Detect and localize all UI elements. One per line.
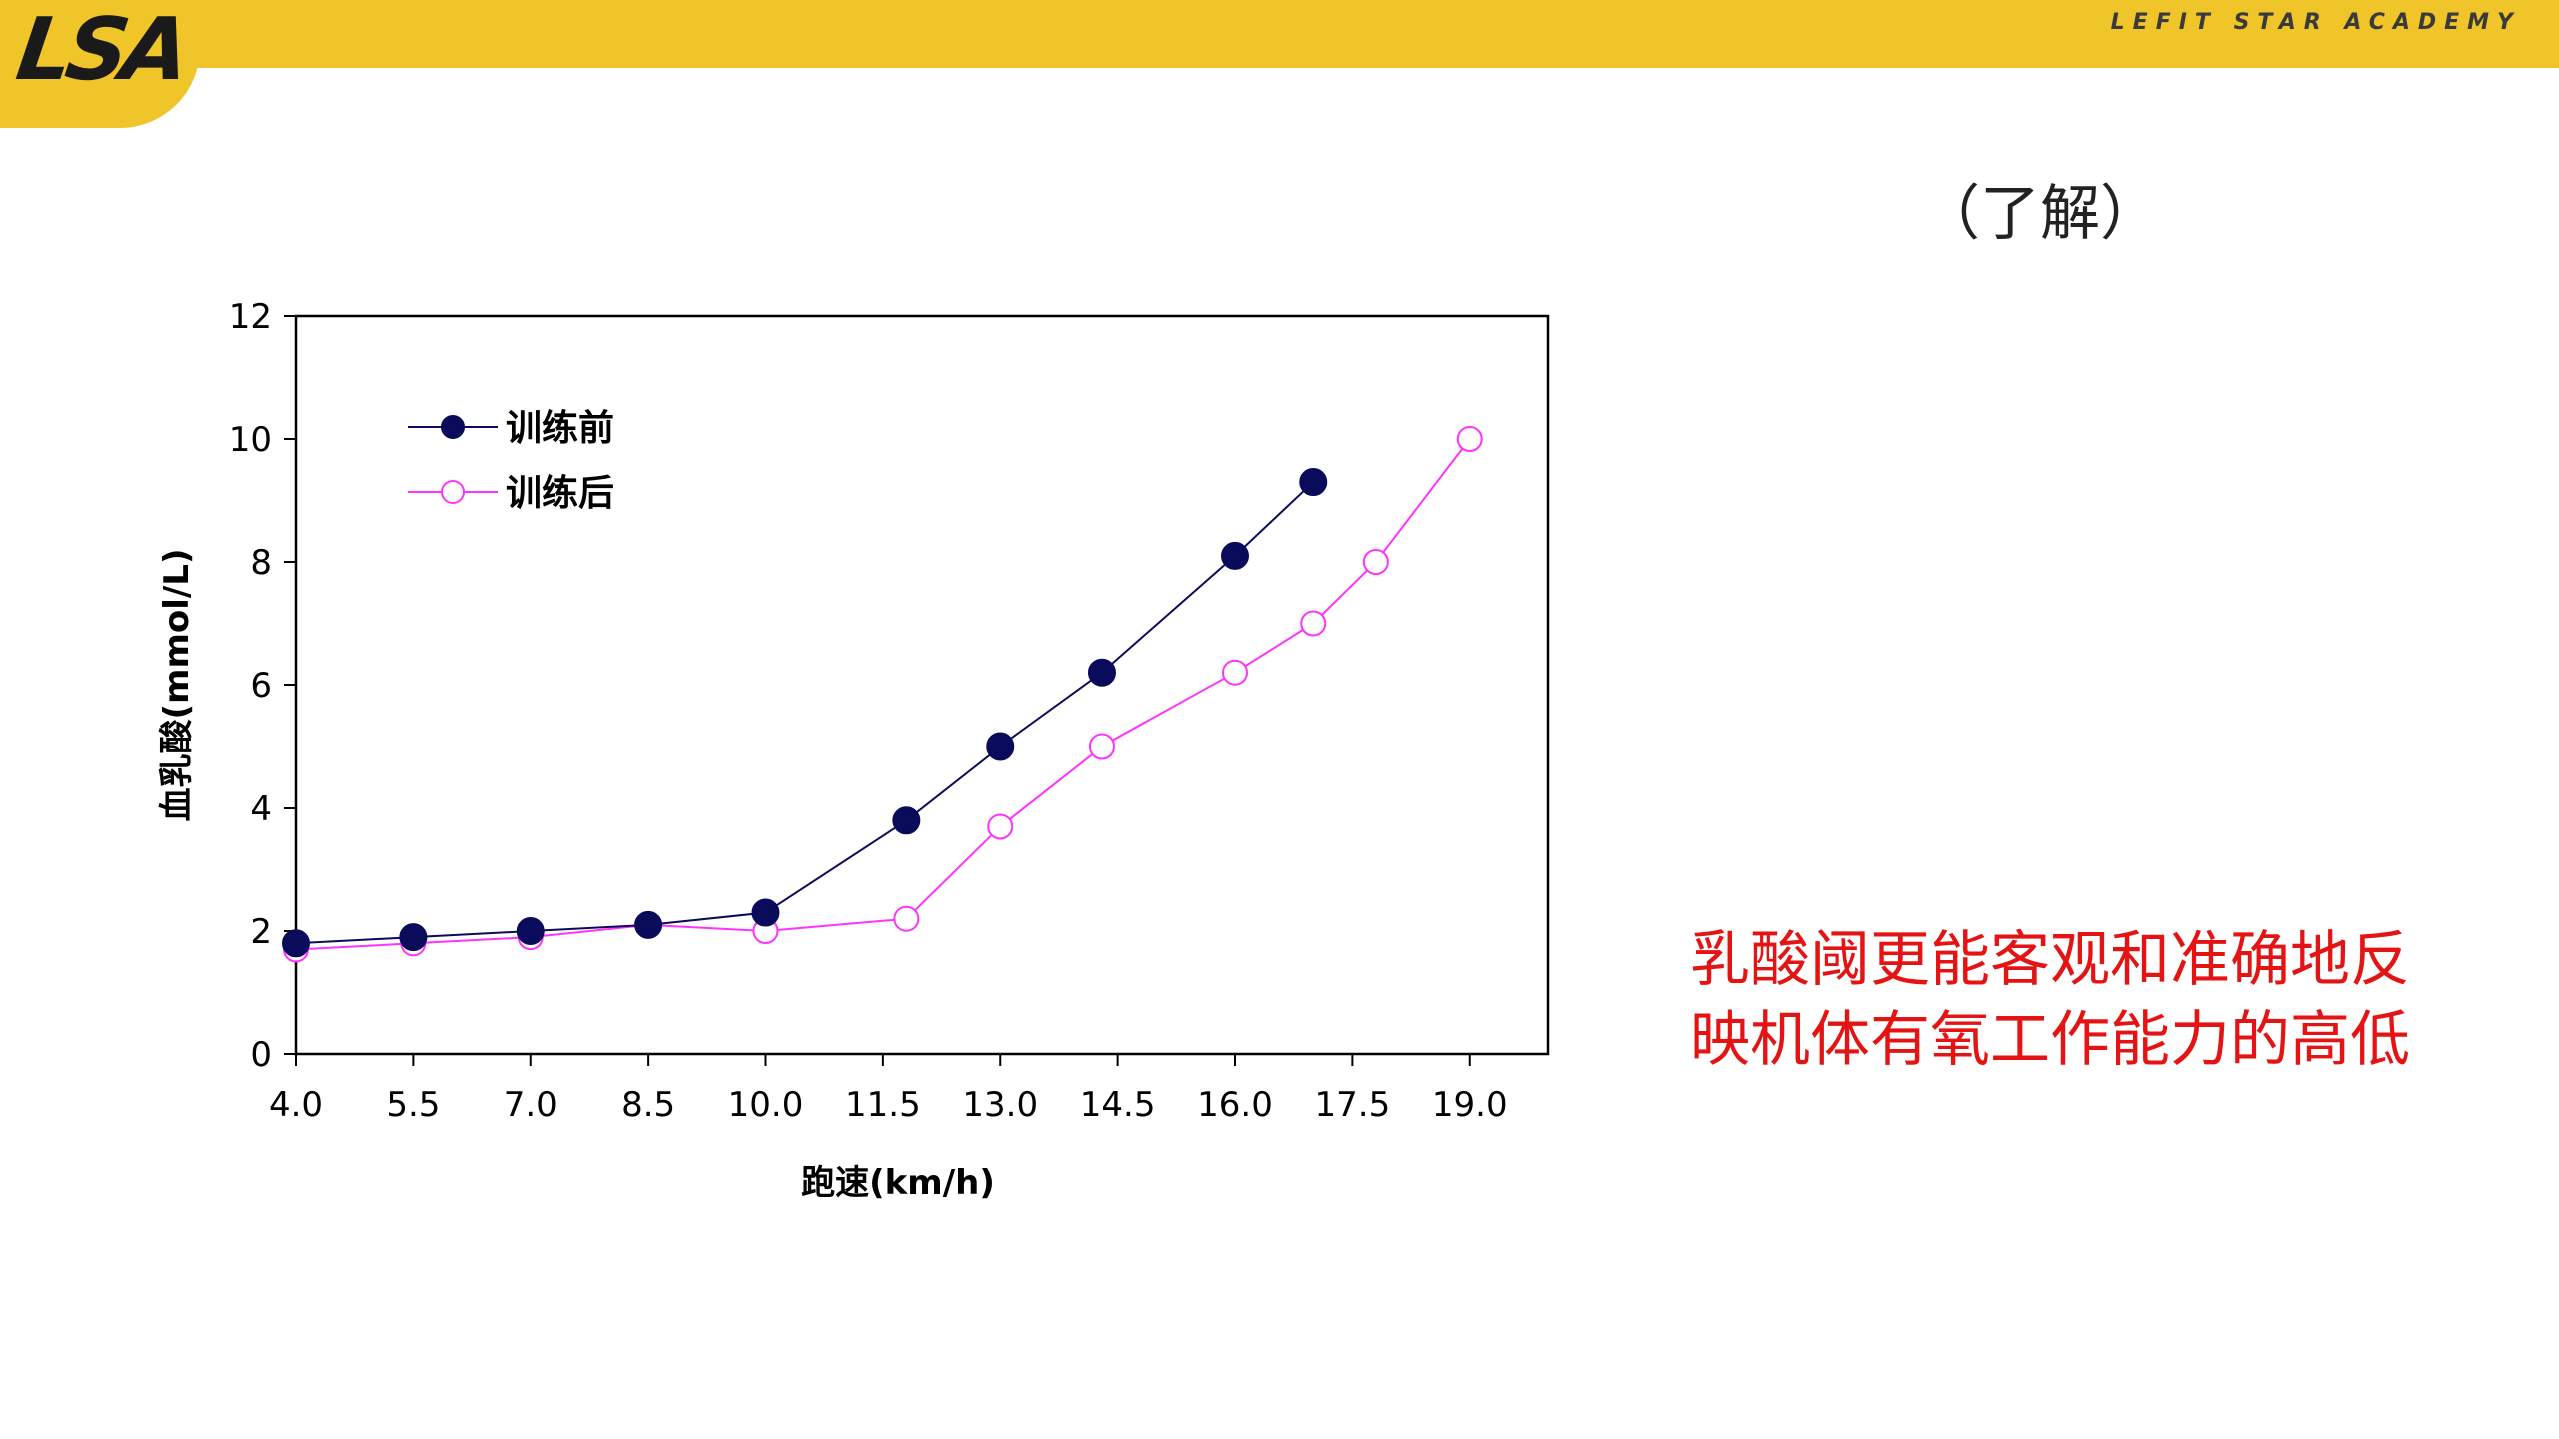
conclusion-line-1: 乳酸阈更能客观和准确地反	[1690, 925, 2410, 995]
x-tick-label: 16.0	[1197, 1085, 1273, 1125]
x-tick-label: 10.0	[728, 1085, 804, 1125]
data-point-after	[987, 813, 1014, 840]
x-tick-label: 13.0	[962, 1085, 1038, 1125]
data-point-after	[1456, 426, 1483, 452]
data-point-after	[1222, 659, 1248, 686]
data-point-after	[1300, 610, 1327, 637]
data-point-before	[751, 898, 780, 927]
x-tick-label: 11.5	[845, 1085, 921, 1125]
legend-marker-after	[441, 480, 465, 504]
y-tick-label: 2	[250, 912, 272, 952]
x-tick-label: 17.5	[1315, 1085, 1391, 1125]
legend-label-before: 训练前	[506, 408, 614, 449]
lactate-chart-panel: 4.0 5.5 7.0 8.5 10.0 11.5 13.0 14.5 16.0 17.5 19.0…	[108, 212, 1603, 1227]
y-tick-label: 0	[250, 1035, 272, 1075]
data-point-after	[1088, 733, 1115, 760]
data-point-before	[282, 929, 310, 958]
series-line-after	[295, 438, 1471, 951]
series-line-before	[295, 481, 1314, 945]
y-tick-label: 8	[250, 543, 272, 583]
y-tick-label: 10	[229, 420, 272, 460]
axis-ticks: 4.0 5.5 7.0 8.5 10.0 11.5 13.0 14.5 16.0 17.5 19.0…	[229, 297, 1508, 1125]
note-label: （了解）	[1920, 179, 2160, 249]
data-point-before	[399, 923, 428, 952]
x-tick-label: 8.5	[621, 1085, 675, 1125]
brand-name: LEFIT STAR ACADEMY	[2110, 10, 2521, 35]
x-tick-label: 19.0	[1432, 1085, 1508, 1125]
series-layer	[282, 426, 1483, 963]
y-tick-label: 12	[229, 297, 272, 337]
data-point-before	[1087, 658, 1116, 687]
y-tick-label: 6	[250, 666, 272, 706]
data-point-before	[516, 917, 545, 945]
x-tick-label: 4.0	[269, 1085, 323, 1125]
data-point-after	[893, 905, 920, 932]
brand-logo: LSA	[10, 0, 191, 100]
legend-marker-before	[441, 415, 465, 439]
legend-label-after: 训练后	[506, 473, 614, 514]
x-tick-label: 5.5	[386, 1085, 440, 1125]
header-bar	[0, 0, 2559, 68]
y-tick-label: 4	[250, 789, 272, 829]
x-tick-label: 14.5	[1080, 1085, 1156, 1125]
data-point-before	[986, 732, 1015, 761]
data-point-after	[1362, 549, 1389, 575]
y-axis-label: 血乳酸(mmol/L)	[157, 548, 197, 821]
x-tick-label: 7.0	[504, 1085, 558, 1125]
chart-legend: 训练前 训练后	[408, 408, 614, 514]
conclusion-text: 乳酸阈更能客观和准确地反 映机体有氧工作能力的高低	[1690, 920, 2520, 1080]
x-axis-label: 跑速(km/h)	[801, 1163, 995, 1203]
data-point-before	[1299, 468, 1328, 497]
conclusion-line-2: 映机体有氧工作能力的高低	[1690, 1005, 2410, 1075]
data-point-before	[634, 910, 663, 939]
lactate-chart: 4.0 5.5 7.0 8.5 10.0 11.5 13.0 14.5 16.0 17.5 19.0…	[157, 297, 1550, 1203]
logo-tab: LSA	[0, 0, 200, 128]
data-point-before	[892, 806, 921, 835]
data-point-before	[1221, 541, 1249, 570]
